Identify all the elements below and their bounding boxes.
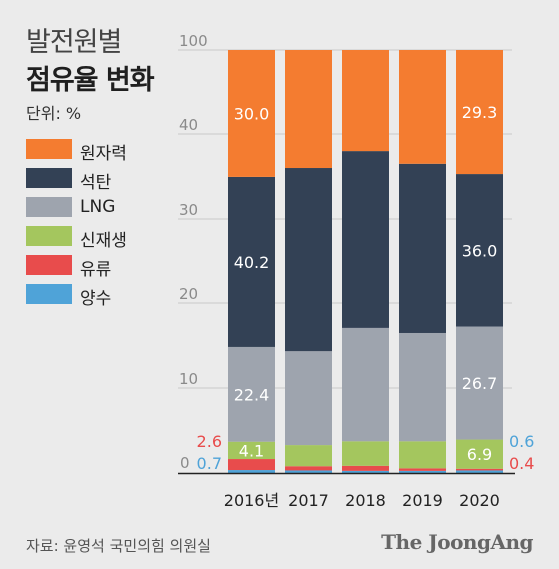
publisher-logo: The JoongAng (381, 530, 533, 554)
bar-segment (456, 50, 503, 175)
legend-label: 신재생 (80, 231, 127, 251)
bar-segment (228, 176, 275, 347)
bar-segment (285, 351, 332, 446)
bar-segment (285, 445, 332, 467)
bar-segment (285, 470, 332, 473)
data-label: 29.3 (462, 103, 498, 122)
y-tick-label: 0 (180, 454, 190, 472)
legend-swatch (26, 139, 72, 159)
bar-segment (456, 326, 503, 440)
bar-segment (342, 465, 389, 471)
bar-segment (228, 470, 275, 473)
chart-title-line1: 발전원별 (26, 27, 122, 58)
bar-segment (228, 50, 275, 177)
legend-swatch (26, 226, 72, 246)
legend-swatch (26, 284, 72, 304)
legend-item: 양수 (26, 282, 226, 309)
bar-segment (285, 466, 332, 471)
data-label: 2.6 (197, 432, 222, 451)
legend-label: 원자력 (80, 144, 127, 164)
y-tick-label: 30 (179, 201, 198, 219)
x-tick-label: 2018 (345, 491, 386, 510)
bar-segment (285, 168, 332, 352)
legend-label: 양수 (80, 289, 112, 309)
legend-item: 원자력 (26, 137, 226, 164)
bar-segment (456, 470, 503, 473)
legend-item: LNG (26, 195, 226, 217)
bar-segment (456, 468, 503, 471)
bar-segment (342, 151, 389, 328)
x-tick-label: 2019 (402, 491, 443, 510)
bar-segment (456, 439, 503, 469)
y-tick-label: 10 (179, 370, 198, 388)
legend-swatch (26, 197, 72, 217)
bar-segment (228, 459, 275, 471)
bar-segment (399, 50, 446, 164)
unit-label: 단위: % (26, 104, 82, 123)
bar-segment (399, 441, 446, 469)
x-tick-label: 2020 (459, 491, 500, 510)
data-label: 22.4 (234, 385, 270, 404)
bar-segment (342, 50, 389, 152)
y-tick-label: 20 (179, 285, 198, 303)
data-label: 0.7 (197, 454, 222, 473)
bar-segment (342, 327, 389, 442)
bar-segment (342, 441, 389, 466)
source-note: 자료: 윤영석 국민의힘 의원실 (26, 537, 211, 555)
legend-item: 유류 (26, 253, 226, 280)
bar-segment (399, 468, 446, 471)
x-tick-label: 2017 (288, 491, 329, 510)
bar-segment (285, 50, 332, 169)
legend-label: 유류 (80, 260, 112, 280)
bar-segment (342, 470, 389, 473)
bar-segment (228, 441, 275, 460)
data-label: 36.0 (462, 241, 498, 260)
data-label: 26.7 (462, 374, 498, 393)
legend-item: 신재생 (26, 224, 226, 251)
data-label: 4.1 (239, 441, 264, 460)
legend-label: 석탄 (80, 173, 112, 193)
bar-segment (399, 332, 446, 442)
data-label: 30.0 (234, 104, 270, 123)
chart-title-line2: 점유율 변화 (26, 65, 155, 96)
legend-label: LNG (80, 197, 116, 217)
legend-swatch (26, 255, 72, 275)
data-label: 0.6 (509, 432, 534, 451)
bar-segment (456, 174, 503, 327)
legend-swatch (26, 168, 72, 188)
x-tick-label: 2016년 (224, 491, 279, 510)
data-label: 0.4 (509, 454, 534, 473)
legend-item: 석탄 (26, 166, 226, 193)
bar-segment (228, 346, 275, 442)
y-tick-label: 40 (179, 116, 198, 134)
data-label: 40.2 (234, 253, 270, 272)
bar-segment (399, 163, 446, 333)
y-tick-label: 100 (179, 32, 208, 50)
data-label: 6.9 (467, 445, 492, 464)
bar-segment (399, 470, 446, 473)
